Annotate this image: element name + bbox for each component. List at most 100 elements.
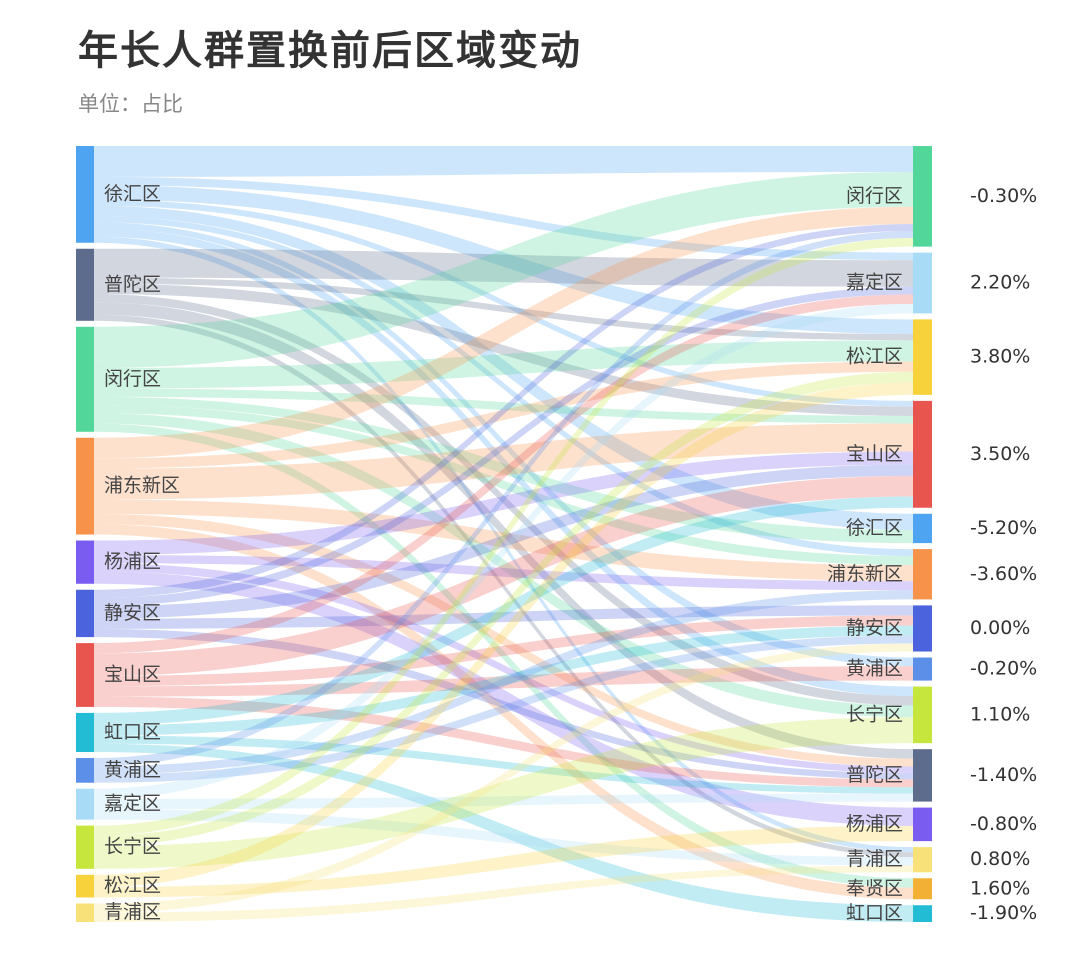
sankey-link (94, 496, 913, 726)
sankey-link (94, 388, 913, 424)
sankey-link (94, 215, 913, 556)
left-node-label: 杨浦区 (104, 551, 161, 573)
sankey-link (94, 303, 913, 800)
sankey-link (94, 222, 913, 667)
right-node-label: 嘉定区 (846, 272, 903, 294)
sankey-link (94, 205, 913, 531)
links-layer (94, 146, 913, 922)
sankey-link (94, 361, 913, 469)
sankey-link (94, 176, 913, 261)
left-node-bar (76, 712, 94, 753)
right-node-bar (913, 905, 932, 922)
sankey-link (94, 237, 913, 836)
sankey-link (94, 277, 913, 341)
change-value-label: 0.00% (970, 617, 1030, 639)
left-node-bar (76, 146, 94, 243)
change-value-label: -0.30% (970, 185, 1037, 207)
sankey-link (94, 809, 913, 866)
change-value-label: -1.40% (970, 764, 1037, 786)
sankey-link (94, 146, 913, 177)
sankey-link (94, 571, 913, 826)
change-value-label: -1.90% (970, 902, 1037, 924)
right-node-bar (913, 686, 932, 744)
sankey-link (94, 423, 913, 500)
left-node-label: 长宁区 (104, 836, 161, 858)
sankey-link (94, 228, 913, 697)
left-node-bar (76, 326, 94, 432)
sankey-link (94, 413, 913, 718)
left-node-bar (76, 903, 94, 922)
right-node-bar (913, 807, 932, 842)
sankey-link (94, 865, 913, 922)
right-node-label: 静安区 (846, 617, 903, 639)
change-value-label: 3.80% (970, 346, 1030, 368)
sankey-link (94, 625, 913, 736)
left-node-bar (76, 437, 94, 535)
sankey-link (94, 513, 913, 767)
sankey-link (94, 475, 913, 677)
sankey-link (94, 314, 913, 858)
sankey-link (94, 635, 913, 783)
sankey-link (94, 206, 913, 459)
sankey-link (94, 371, 913, 847)
sankey-link (94, 696, 913, 788)
sankey-link (94, 396, 913, 544)
left-node-bar (76, 758, 94, 783)
left-node-label: 普陀区 (104, 273, 161, 295)
left-node-label: 静安区 (104, 602, 161, 624)
left-node-label: 青浦区 (104, 901, 161, 923)
right-node-label: 徐汇区 (846, 517, 903, 539)
change-value-label: 1.10% (970, 703, 1030, 725)
right-node-bar (913, 252, 932, 314)
sankey-link (94, 735, 913, 794)
sankey-link (94, 499, 913, 582)
sankey-link (94, 563, 913, 773)
right-node-label: 浦东新区 (827, 563, 903, 585)
sankey-link (94, 605, 913, 629)
sankey-link (94, 340, 913, 389)
sankey-link (94, 172, 913, 368)
right-node-label: 宝山区 (846, 443, 903, 465)
left-node-bar (76, 874, 94, 898)
left-node-bar (76, 540, 94, 584)
left-node-label: 徐汇区 (104, 183, 161, 205)
left-node-label: 嘉定区 (104, 793, 161, 815)
sankey-link (94, 717, 913, 869)
sankey-link (94, 793, 913, 810)
sankey-link (94, 825, 913, 898)
right-node-bar (913, 749, 932, 802)
sankey-link (94, 231, 913, 767)
right-node-bar (913, 847, 932, 873)
right-node-bar (913, 400, 932, 508)
left-node-label: 浦东新区 (104, 475, 180, 497)
right-node-label: 青浦区 (846, 848, 903, 870)
left-node-bar (76, 643, 94, 707)
sankey-link (94, 224, 913, 598)
left-node-bar (76, 589, 94, 638)
sankey-link (94, 236, 913, 853)
sankey-link (94, 185, 913, 335)
right-node-label: 闵行区 (846, 185, 903, 207)
sankey-link (94, 590, 913, 775)
right-node-label: 杨浦区 (846, 813, 903, 835)
right-node-bar (913, 605, 932, 652)
sankey-link (94, 286, 913, 607)
change-value-label: -0.80% (970, 813, 1037, 835)
right-node-label: 长宁区 (846, 703, 903, 725)
right-node-bar (913, 549, 932, 600)
change-value-label: -0.20% (970, 658, 1037, 680)
left-node-bar (76, 825, 94, 869)
left-node-label: 松江区 (104, 875, 161, 897)
sankey-link (94, 405, 913, 566)
nodes-layer (76, 146, 932, 922)
right-node-label: 普陀区 (846, 764, 903, 786)
change-value-label: -3.60% (970, 563, 1037, 585)
left-node-bar (76, 788, 94, 820)
sankey-link (94, 199, 913, 407)
left-node-label: 黄浦区 (104, 759, 161, 781)
change-value-label: 3.50% (970, 443, 1030, 465)
sankey-link (94, 302, 913, 759)
sankey-link (94, 743, 913, 922)
sankey-link (94, 294, 913, 706)
